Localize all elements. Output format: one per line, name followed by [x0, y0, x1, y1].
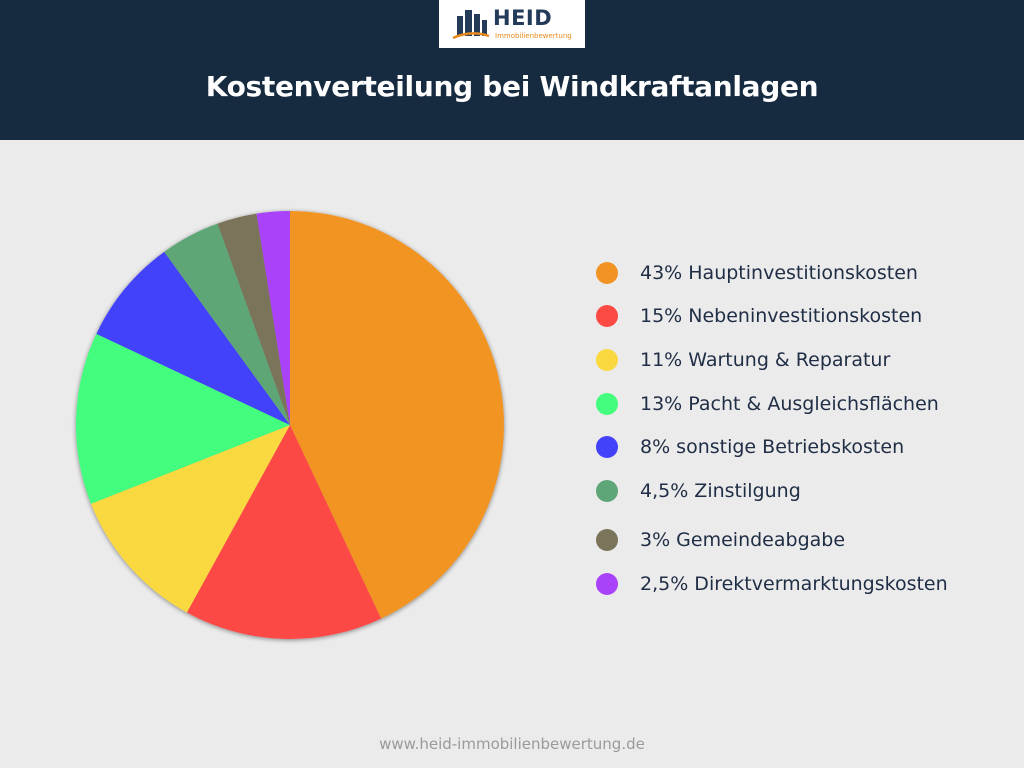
legend-swatch — [596, 573, 618, 595]
legend-item[interactable]: 8% sonstige Betriebskosten — [596, 436, 904, 458]
legend-item[interactable]: 15% Nebeninvestitionskosten — [596, 305, 922, 327]
legend-label: 11% Wartung & Reparatur — [640, 349, 891, 371]
legend-swatch — [596, 349, 618, 371]
brand-logo[interactable]: HEID Immobilienbewertung — [439, 0, 585, 48]
legend-item[interactable]: 2,5% Direktvermarktungskosten — [596, 573, 948, 595]
legend-label: 13% Pacht & Ausgleichsflächen — [640, 393, 939, 415]
pie-slice-4[interactable] — [76, 333, 290, 504]
page-title: Kostenverteilung bei Windkraftanlagen — [205, 70, 819, 103]
pie-slice-7[interactable] — [217, 213, 290, 425]
legend-swatch — [596, 393, 618, 415]
legend-item[interactable]: 3% Gemeindeabgabe — [596, 529, 845, 551]
legend-item[interactable]: 11% Wartung & Reparatur — [596, 349, 890, 371]
footer-url[interactable]: www.heid-immobilienbewertung.de — [379, 735, 645, 753]
legend-swatch — [596, 305, 618, 327]
legend-label: 43% Hauptinvestitionskosten — [640, 262, 918, 284]
legend-label: 2,5% Direktvermarktungskosten — [640, 573, 948, 595]
legend-label: 3% Gemeindeabgabe — [640, 529, 846, 551]
pie-slice-2[interactable] — [186, 425, 382, 640]
legend-swatch — [596, 436, 618, 458]
legend-swatch — [596, 480, 618, 502]
legend-item[interactable]: 4,5% Zinstilgung — [596, 480, 801, 502]
pie-slice-8[interactable] — [256, 211, 290, 425]
legend-label: 8% sonstige Betriebskosten — [640, 436, 905, 458]
pie-slice-6[interactable] — [164, 223, 290, 425]
legend-label: 15% Nebeninvestitionskosten — [640, 305, 923, 327]
legend-item[interactable]: 13% Pacht & Ausgleichsflächen — [596, 393, 939, 415]
legend-swatch — [596, 262, 618, 284]
brand-name: HEID — [493, 6, 553, 30]
legend-item[interactable]: 43% Hauptinvestitionskosten — [596, 262, 918, 284]
pie-slice-1[interactable] — [290, 211, 504, 619]
pie-chart — [76, 211, 504, 640]
pie-slice-5[interactable] — [96, 251, 290, 425]
header-bar: HEID Immobilienbewertung Kostenverteilun… — [0, 0, 1024, 140]
pie-slice-3[interactable] — [91, 425, 290, 613]
legend-label: 4,5% Zinstilgung — [640, 480, 801, 502]
brand-tagline: Immobilienbewertung — [495, 32, 572, 40]
building-logo-icon — [452, 10, 490, 40]
legend-swatch — [596, 529, 618, 551]
